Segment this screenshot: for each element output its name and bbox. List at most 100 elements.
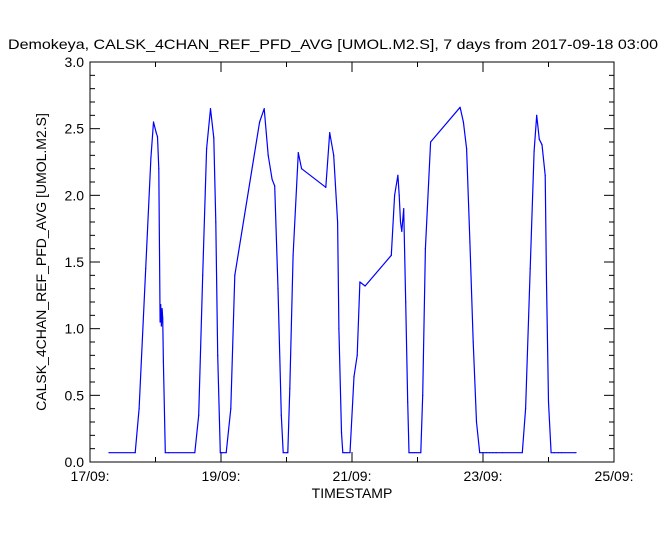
series-layer	[108, 106, 577, 454]
data-point	[333, 154, 335, 156]
data-point	[280, 414, 282, 416]
x-tick-label: 21/09:	[333, 468, 372, 484]
data-point	[413, 452, 415, 454]
data-point	[412, 452, 414, 454]
data-point	[336, 221, 339, 223]
y-tick-label: 0.0	[65, 454, 85, 470]
data-point	[194, 452, 196, 454]
data-point	[479, 452, 481, 454]
data-point	[462, 121, 464, 123]
data-point	[415, 452, 417, 454]
data-point	[407, 401, 409, 403]
data-point	[401, 230, 403, 232]
data-point	[561, 452, 563, 454]
x-tick-label: 17/09:	[71, 468, 110, 484]
data-point	[145, 268, 147, 270]
data-point	[138, 408, 140, 410]
data-point	[502, 452, 504, 454]
y-tick-label: 0.5	[65, 387, 85, 403]
data-point	[161, 308, 163, 310]
data-point	[219, 452, 221, 454]
y-tick-label: 3.0	[65, 54, 85, 70]
data-point	[344, 452, 346, 454]
data-point	[397, 174, 399, 176]
data-point	[349, 452, 351, 454]
data-point	[553, 452, 555, 454]
data-point	[538, 138, 540, 140]
data-point	[475, 421, 478, 423]
y-axis-label: CALSK_4CHAN_REF_PFD_AVG [UMOL.M2.S]	[33, 113, 49, 411]
data-point	[422, 394, 424, 396]
x-tick-label: 25/09:	[595, 468, 634, 484]
data-point	[524, 408, 527, 410]
x-tick-label: 23/09:	[464, 468, 503, 484]
data-point	[292, 254, 294, 256]
data-point	[485, 452, 487, 454]
data-point	[234, 274, 236, 276]
data-point	[225, 452, 227, 454]
data-point	[156, 136, 159, 138]
data-point	[267, 154, 269, 156]
data-point	[575, 452, 577, 454]
data-point	[521, 452, 523, 454]
data-point	[108, 452, 110, 454]
y-axis: 0.0 0.5 1.0 1.5 2.0 2.5 3.0	[65, 54, 614, 470]
data-point	[162, 361, 164, 363]
data-point	[424, 248, 426, 250]
data-point	[329, 132, 331, 134]
data-point	[340, 432, 343, 434]
data-point	[544, 174, 546, 176]
data-point	[158, 168, 160, 170]
data-point	[403, 208, 405, 210]
data-point	[274, 185, 276, 187]
data-point	[557, 452, 559, 454]
data-point	[359, 281, 361, 283]
data-point	[205, 148, 208, 150]
chart-title: Demokeya, CALSK_4CHAN_REF_PFD_AVG [UMOL.…	[8, 36, 658, 52]
data-point	[215, 221, 217, 223]
data-point	[300, 168, 303, 170]
data-point	[152, 121, 155, 123]
data-point	[277, 288, 279, 290]
data-point	[410, 452, 412, 454]
x-axis-label: TIMESTAMP	[312, 485, 393, 501]
data-point	[198, 414, 200, 416]
data-point	[488, 452, 491, 454]
data-point	[459, 106, 461, 108]
data-point	[408, 452, 410, 454]
data-point	[162, 317, 164, 319]
data-point	[221, 452, 223, 454]
data-point	[160, 304, 162, 306]
data-point	[364, 285, 366, 287]
data-point	[289, 388, 291, 390]
data-point	[259, 121, 261, 123]
data-point	[418, 452, 420, 454]
y-tick-label: 1.0	[65, 321, 85, 337]
data-point	[466, 148, 468, 150]
data-point	[325, 186, 327, 188]
data-point	[533, 150, 535, 152]
data-point	[285, 452, 288, 454]
y-tick-label: 2.5	[65, 121, 85, 137]
data-point	[482, 452, 484, 454]
data-point	[541, 144, 543, 146]
data-point	[529, 268, 531, 270]
data-point	[495, 452, 497, 454]
data-point	[230, 408, 232, 410]
data-point	[536, 114, 538, 116]
data-point	[159, 321, 161, 323]
y-tick-label: 1.5	[65, 254, 85, 270]
data-point	[492, 452, 494, 454]
data-point	[202, 274, 204, 276]
data-point	[545, 281, 548, 283]
data-point	[160, 325, 162, 327]
data-point	[547, 401, 550, 403]
y-tick-label: 2.0	[65, 187, 85, 203]
data-point	[297, 152, 299, 154]
x-tick-label: 19/09:	[202, 468, 241, 484]
data-point	[472, 341, 474, 343]
data-point	[282, 452, 284, 454]
data-point	[405, 301, 407, 303]
data-point	[338, 328, 340, 330]
